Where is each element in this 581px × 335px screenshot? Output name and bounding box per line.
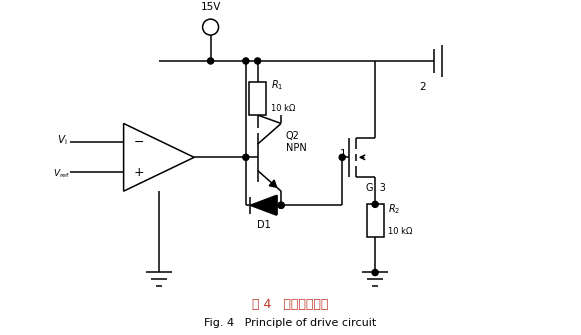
Text: 10 kΩ: 10 kΩ	[271, 105, 295, 114]
Text: D1: D1	[257, 220, 270, 230]
Text: 10 kΩ: 10 kΩ	[388, 227, 413, 236]
Text: NPN: NPN	[286, 143, 307, 153]
Circle shape	[339, 154, 345, 160]
Circle shape	[372, 201, 378, 207]
Circle shape	[278, 202, 284, 208]
Text: Q2: Q2	[286, 131, 300, 141]
Text: $R_1$: $R_1$	[271, 78, 283, 92]
Bar	[367, 204, 383, 237]
Text: $V_\mathregular{ref}$: $V_\mathregular{ref}$	[52, 167, 70, 180]
Text: G  3: G 3	[365, 183, 386, 193]
Text: 2: 2	[419, 82, 425, 92]
Circle shape	[243, 58, 249, 64]
Circle shape	[243, 154, 249, 160]
Circle shape	[372, 269, 378, 276]
Bar	[249, 82, 266, 115]
Circle shape	[254, 58, 261, 64]
Text: +: +	[134, 166, 145, 179]
Text: $R_2$: $R_2$	[388, 202, 401, 216]
Polygon shape	[250, 195, 277, 215]
Text: $V_\mathregular{i}$: $V_\mathregular{i}$	[58, 133, 68, 147]
Text: 图 4   驱动电路原理: 图 4 驱动电路原理	[252, 298, 329, 311]
Circle shape	[207, 58, 214, 64]
Text: −: −	[134, 136, 145, 149]
Text: Fig. 4   Principle of drive circuit: Fig. 4 Principle of drive circuit	[205, 318, 376, 328]
Text: 1: 1	[340, 148, 347, 158]
Circle shape	[278, 202, 284, 208]
Text: 15V: 15V	[200, 2, 221, 12]
Polygon shape	[269, 180, 277, 187]
